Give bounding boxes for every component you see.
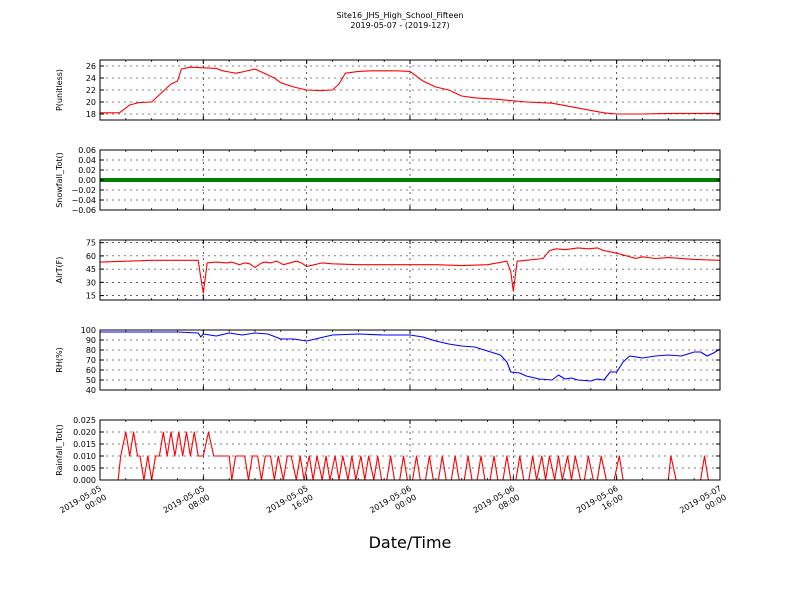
y-axis-label: RH(%) <box>55 347 64 372</box>
y-tick-label: 18 <box>86 110 96 119</box>
x-tick-label: 2019-05-0508:00 <box>162 484 212 524</box>
y-tick-label: −0.04 <box>71 196 96 205</box>
series-line <box>100 331 721 382</box>
y-tick-label: 22 <box>86 86 96 95</box>
y-tick-label: 0.02 <box>78 166 96 175</box>
y-axis-label: Rainfall_Tot() <box>55 424 64 476</box>
x-tick-label: 2019-05-0516:00 <box>265 484 315 524</box>
panel-5: 0.000 0.005 0.010 0.015 0.020 0.025 Rainfall_T… <box>55 416 721 485</box>
y-tick-label: 0.00 <box>78 176 96 185</box>
y-tick-label: 0.015 <box>73 440 96 449</box>
y-tick-label: 30 <box>86 278 96 287</box>
x-tick-label: 2019-05-0700:00 <box>678 484 728 524</box>
y-tick-label: 20 <box>86 98 96 107</box>
y-axis-label: AirT(F) <box>55 257 64 284</box>
y-tick-label: 80 <box>86 346 96 355</box>
chart-title: Site16_JHS_High_School_Fifteen <box>336 11 464 20</box>
chart-subtitle: 2019-05-07 - (2019-127) <box>350 21 450 30</box>
y-tick-label: 0.010 <box>73 452 96 461</box>
y-tick-label: 0.005 <box>73 464 96 473</box>
y-tick-label: −0.02 <box>71 186 96 195</box>
y-tick-label: 26 <box>86 62 96 71</box>
y-tick-label: 100 <box>81 326 96 335</box>
y-tick-label: 70 <box>86 356 96 365</box>
y-tick-label: 0.025 <box>73 416 96 425</box>
y-tick-label: 15 <box>86 292 96 301</box>
y-axis-label: Snowfall_Tot() <box>55 152 64 208</box>
x-tick-label: 2019-05-0600:00 <box>368 484 418 524</box>
y-tick-label: 45 <box>86 265 96 274</box>
y-tick-label: 50 <box>86 376 96 385</box>
x-tick-label: 2019-05-0616:00 <box>575 484 625 524</box>
panel-2: −0.06−0.04−0.020.000.020.040.06 Snowfall_… <box>55 146 721 215</box>
y-tick-label: 90 <box>86 336 96 345</box>
y-tick-label: 0.04 <box>78 156 96 165</box>
y-tick-label: −0.06 <box>71 206 96 215</box>
y-tick-label: 0.000 <box>73 476 96 485</box>
panel-3: 15 30 45 60 75 AirT(F) <box>55 239 721 301</box>
series-line <box>100 66 720 115</box>
x-tick-label: 2019-05-0608:00 <box>472 484 522 524</box>
y-tick-label: 75 <box>86 239 96 248</box>
y-tick-label: 0.06 <box>78 146 96 155</box>
y-tick-label: 60 <box>86 366 96 375</box>
y-tick-label: 60 <box>86 252 96 261</box>
x-axis-label: Date/Time <box>368 533 452 552</box>
panel-1: 18 20 22 24 26 P(unitless) <box>55 59 721 121</box>
y-tick-label: 40 <box>86 386 96 395</box>
x-tick-label: 2019-05-0500:00 <box>58 484 108 524</box>
y-tick-label: 24 <box>86 74 96 83</box>
series-line <box>99 247 721 294</box>
y-axis-label: P(unitless) <box>55 69 64 111</box>
y-tick-label: 0.020 <box>73 428 96 437</box>
